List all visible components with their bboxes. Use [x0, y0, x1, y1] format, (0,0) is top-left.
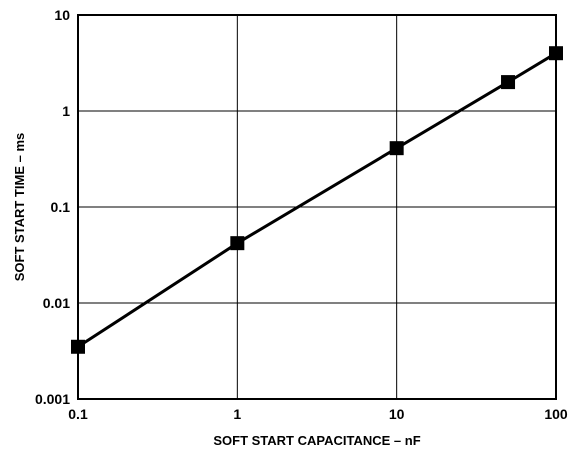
data-point-marker: [549, 46, 563, 61]
data-point-marker: [71, 339, 85, 354]
x-tick-label: 1: [233, 406, 241, 422]
data-point-marker: [230, 236, 245, 251]
x-tick-label: 10: [389, 406, 405, 422]
y-tick-label: 0.1: [51, 199, 71, 215]
x-axis-label: SOFT START CAPACITANCE – nF: [213, 433, 420, 448]
x-tick-labels: 0.1 1 10 100: [68, 406, 568, 422]
data-point-marker: [389, 141, 404, 156]
y-axis-label: SOFT START TIME – ms: [12, 133, 27, 282]
y-tick-label: 10: [54, 7, 70, 23]
series-layer: [71, 46, 563, 354]
y-tick-label: 0.001: [35, 391, 70, 407]
y-tick-label: 0.01: [43, 295, 70, 311]
y-tick-label: 1: [62, 103, 70, 119]
grid-lines: [78, 15, 556, 399]
x-tick-label: 100: [544, 406, 568, 422]
data-point-marker: [501, 75, 516, 90]
y-tick-labels: 0.001 0.01 0.1 1 10: [35, 7, 70, 407]
x-tick-label: 0.1: [68, 406, 88, 422]
plot-frame: [77, 14, 557, 400]
